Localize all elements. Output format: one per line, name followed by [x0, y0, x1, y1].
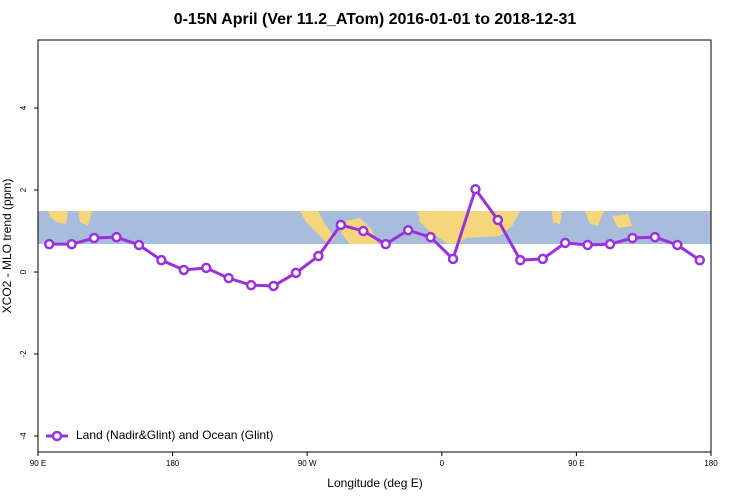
data-point: [627, 232, 638, 244]
land: [552, 211, 562, 224]
data-point: [582, 239, 593, 251]
y-tick-label: -4: [19, 432, 28, 440]
x-axis-label: Longitude (deg E): [327, 476, 422, 490]
y-axis-label: XCO2 - MLO trend (ppm): [0, 179, 14, 314]
x-tick-label: 90 E: [568, 459, 584, 468]
land: [78, 211, 92, 226]
data-point: [335, 219, 347, 231]
data-point: [88, 232, 100, 244]
data-point: [201, 262, 212, 274]
land: [48, 211, 68, 224]
land: [612, 214, 632, 228]
data-point: [178, 264, 190, 276]
y-tick-label: 4: [19, 105, 28, 110]
x-tick-label: 180: [166, 459, 180, 468]
data-point: [470, 183, 481, 195]
data-point: [111, 231, 122, 243]
x-tick-label: 0: [440, 459, 445, 468]
data-point: [492, 214, 504, 226]
land: [300, 211, 335, 244]
data-point: [245, 279, 257, 291]
data-point: [537, 253, 548, 265]
data-point: [358, 225, 369, 237]
legend-label: Land (Nadir&Glint) and Ocean (Glint): [76, 428, 273, 442]
data-point: [694, 254, 706, 266]
y-tick-label: 2: [19, 187, 28, 192]
data-point: [380, 238, 391, 250]
data-point: [604, 238, 616, 250]
plot-frame: [37, 39, 712, 453]
legend-marker: [51, 430, 63, 442]
data-point: [223, 272, 234, 284]
data-point: [559, 237, 571, 249]
data-point: [268, 280, 279, 292]
data-point: [649, 231, 661, 243]
data-point: [515, 254, 526, 266]
land: [585, 211, 604, 226]
data-point: [425, 231, 436, 243]
data-point: [156, 254, 167, 266]
y-tick-label: -2: [19, 350, 28, 358]
data-point: [43, 238, 55, 250]
x-tick-label: 180: [704, 459, 718, 468]
data-point: [672, 239, 683, 251]
x-tick-label: 90 W: [298, 459, 317, 468]
y-tick-label: 0: [19, 269, 28, 274]
x-tick-label: 90 E: [30, 459, 46, 468]
data-point: [313, 250, 324, 262]
data-point: [447, 253, 459, 265]
data-point: [402, 224, 414, 236]
data-point: [290, 267, 302, 279]
data-point: [66, 238, 77, 250]
chart-title: 0-15N April (Ver 11.2_ATom) 2016-01-01 t…: [174, 11, 577, 28]
data-point: [133, 239, 145, 251]
